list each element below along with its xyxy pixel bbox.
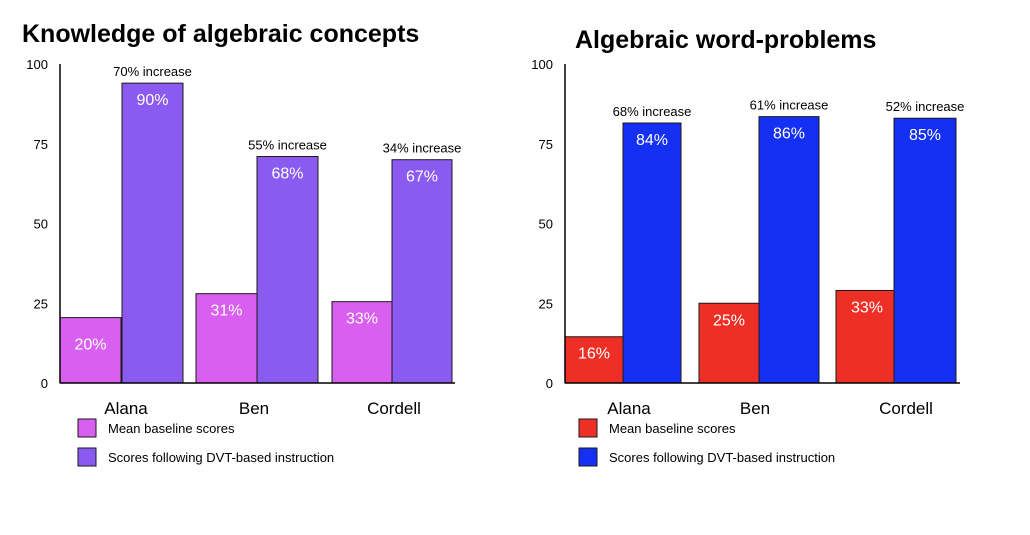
data-label-baseline: 33% [851, 299, 883, 316]
x-category-label: Ben [740, 399, 770, 418]
data-label-baseline: 16% [578, 346, 610, 363]
bar-baseline-cordell [835, 289, 899, 384]
data-label-baseline: 31% [210, 303, 242, 320]
bar-dvt-alana [622, 122, 682, 384]
y-tick-label: 0 [41, 376, 48, 391]
x-category-label: Ben [239, 399, 269, 418]
bar-dvt-alana [121, 82, 184, 384]
data-label-baseline: 33% [346, 311, 378, 328]
y-tick-label: 50 [34, 217, 48, 232]
y-tick-label: 75 [34, 137, 48, 152]
y-tick-label: 25 [34, 296, 48, 311]
increase-annotation: 70% increase [113, 64, 192, 79]
y-tick-label: 25 [539, 296, 553, 311]
chart-panel-1: Knowledge of algebraic concepts 0 25 50 75 10… [22, 20, 462, 467]
x-category-label: Alana [607, 399, 651, 418]
legend-swatch [578, 447, 598, 467]
increase-annotation: 61% increase [750, 98, 829, 113]
data-label-dvt: 90% [136, 92, 168, 109]
data-label-baseline: 25% [713, 312, 745, 329]
data-label-dvt: 86% [773, 126, 805, 143]
y-tick-label: 75 [539, 137, 553, 152]
bar-baseline-ben [195, 293, 258, 384]
y-tick-label: 100 [531, 57, 553, 72]
bar-dvt-ben [758, 116, 820, 384]
legend-label: Mean baseline scores [609, 421, 736, 436]
x-category-label: Cordell [879, 399, 933, 418]
x-category-label: Alana [104, 399, 148, 418]
bar-dvt-cordell [391, 159, 453, 384]
x-category-label: Cordell [367, 399, 421, 418]
increase-annotation: 52% increase [886, 99, 965, 114]
chart-title: Algebraic word-problems [575, 26, 876, 54]
legend-label: Scores following DVT-based instruction [108, 450, 334, 465]
data-label-baseline: 20% [74, 337, 106, 354]
y-tick-label: 50 [539, 217, 553, 232]
chart-panel-2: Algebraic word-problems 0 25 50 75 100 16% 84% 6… [531, 26, 965, 467]
legend-label: Mean baseline scores [108, 421, 235, 436]
increase-annotation: 68% increase [613, 104, 692, 119]
chart-title: Knowledge of algebraic concepts [22, 20, 419, 48]
data-label-dvt: 67% [406, 169, 438, 186]
legend-swatch [77, 447, 97, 467]
data-label-dvt: 85% [909, 127, 941, 144]
legend-swatch [578, 418, 598, 438]
bar-dvt-cordell [893, 117, 957, 384]
increase-annotation: 34% increase [383, 141, 462, 156]
data-label-dvt: 84% [636, 132, 668, 149]
y-tick-label: 0 [546, 376, 553, 391]
data-label-dvt: 68% [271, 166, 303, 183]
y-tick-label: 100 [26, 57, 48, 72]
bar-dvt-ben [256, 156, 319, 384]
increase-annotation: 55% increase [248, 138, 327, 153]
bar-baseline-cordell [331, 301, 393, 384]
legend-swatch [77, 418, 97, 438]
bar-baseline-alana [59, 317, 122, 384]
legend-label: Scores following DVT-based instruction [609, 450, 835, 465]
